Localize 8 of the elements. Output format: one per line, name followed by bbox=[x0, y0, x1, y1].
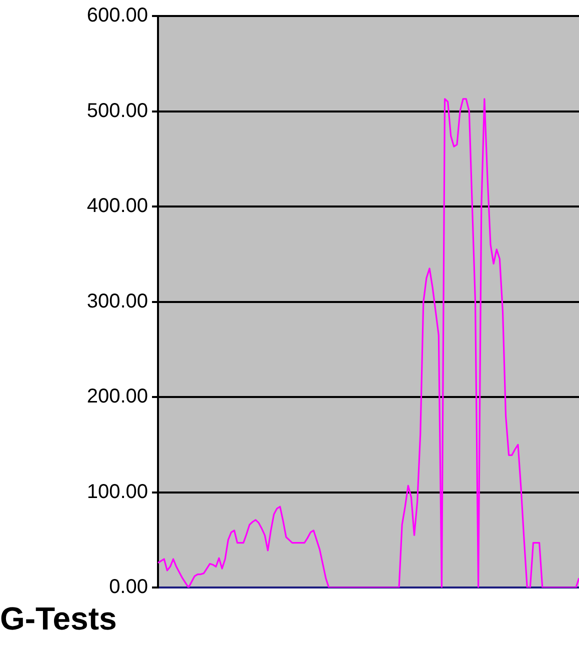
text: G-Tests bbox=[0, 600, 117, 637]
y-tick-label: 400.00 bbox=[86, 195, 148, 218]
y-tick-label: 300.00 bbox=[86, 290, 148, 312]
y-tick-label: 500.00 bbox=[86, 100, 148, 122]
y-tick-label: 100.00 bbox=[86, 480, 148, 503]
y-tick-label: 200.00 bbox=[86, 386, 148, 408]
y-tick-label: 600.00 bbox=[86, 4, 148, 27]
y-tick-label: 0.00 bbox=[109, 576, 148, 598]
